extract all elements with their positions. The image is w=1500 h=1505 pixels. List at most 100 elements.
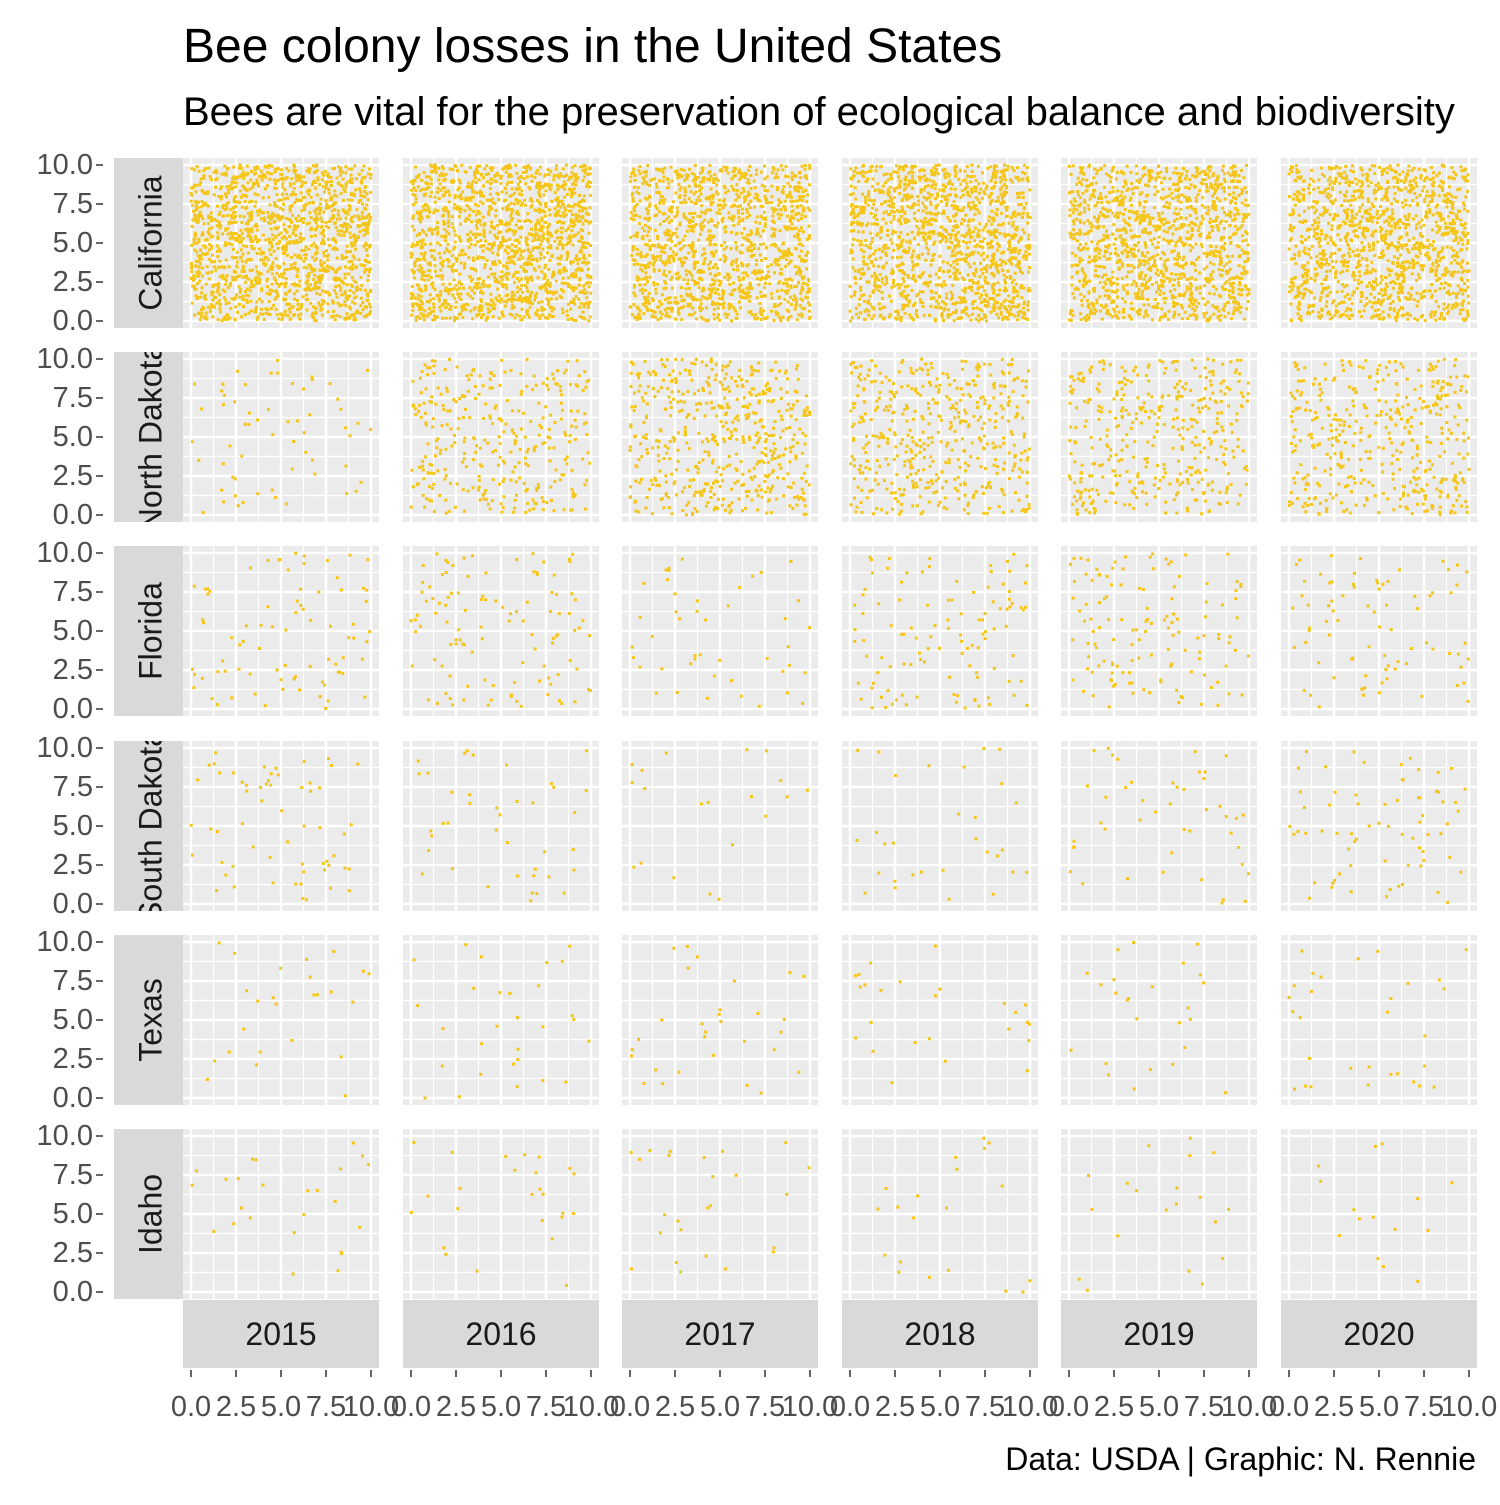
data-point — [343, 292, 346, 295]
data-point — [782, 242, 785, 245]
data-point — [797, 281, 800, 284]
data-point — [569, 224, 572, 227]
data-point — [363, 195, 366, 198]
data-point — [766, 265, 769, 268]
data-point — [260, 170, 263, 173]
data-point — [695, 191, 698, 194]
data-point — [757, 232, 760, 235]
data-point — [806, 193, 809, 196]
data-point — [561, 282, 564, 285]
data-point — [343, 231, 346, 234]
data-point — [410, 256, 413, 259]
data-point — [346, 245, 349, 248]
data-point — [315, 215, 318, 218]
data-point — [231, 297, 234, 300]
data-point — [557, 185, 560, 188]
data-point — [191, 225, 194, 228]
data-point — [641, 227, 644, 230]
data-point — [267, 211, 270, 214]
data-point — [644, 305, 647, 308]
data-point — [882, 185, 885, 188]
data-point — [489, 193, 492, 196]
data-point — [282, 252, 285, 255]
data-point — [411, 285, 414, 288]
data-point — [513, 255, 516, 258]
data-point — [280, 168, 283, 171]
data-point — [547, 225, 550, 228]
data-point — [262, 211, 265, 214]
data-point — [203, 222, 206, 225]
data-point — [735, 183, 738, 186]
data-point — [708, 164, 711, 167]
data-point — [572, 235, 575, 238]
data-point — [677, 307, 680, 310]
data-point — [312, 287, 315, 290]
data-point — [286, 242, 289, 245]
data-point — [339, 217, 342, 220]
data-point — [762, 242, 765, 245]
data-point — [920, 191, 923, 194]
data-point — [293, 292, 296, 295]
data-point — [239, 291, 242, 294]
data-point — [237, 275, 240, 278]
data-point — [207, 167, 210, 170]
data-point — [539, 257, 542, 260]
data-point — [713, 235, 716, 238]
data-point — [790, 303, 793, 306]
data-point — [454, 241, 457, 244]
data-point — [551, 254, 554, 257]
data-point — [246, 165, 249, 168]
data-point — [518, 219, 521, 222]
data-point — [194, 264, 197, 267]
data-point — [294, 234, 297, 237]
data-point — [925, 197, 928, 200]
data-point — [219, 227, 222, 230]
data-point — [645, 171, 648, 174]
data-point — [685, 273, 688, 276]
data-point — [482, 280, 485, 283]
data-point — [298, 255, 301, 258]
data-point — [433, 228, 436, 231]
data-point — [441, 278, 444, 281]
data-point — [642, 312, 645, 315]
data-point — [643, 229, 646, 232]
data-point — [461, 190, 464, 193]
data-point — [192, 210, 195, 213]
data-point — [421, 302, 424, 305]
data-point — [432, 286, 435, 289]
data-point — [785, 258, 788, 261]
data-point — [569, 236, 572, 239]
data-point — [270, 214, 273, 217]
data-point — [805, 200, 808, 203]
data-point — [484, 284, 487, 287]
data-point — [676, 235, 679, 238]
data-point — [546, 279, 549, 282]
data-point — [685, 269, 688, 272]
data-point — [471, 278, 474, 281]
data-point — [209, 306, 212, 309]
data-point — [756, 296, 759, 299]
data-point — [456, 188, 459, 191]
data-point — [413, 271, 416, 274]
data-point — [463, 266, 466, 269]
data-point — [713, 308, 716, 311]
data-point — [361, 195, 364, 198]
data-point — [319, 262, 322, 265]
data-point — [364, 228, 367, 231]
data-point — [558, 243, 561, 246]
data-point — [527, 257, 530, 260]
data-point — [228, 265, 231, 268]
data-point — [246, 181, 249, 184]
data-point — [268, 237, 271, 240]
data-point — [326, 255, 329, 258]
data-point — [788, 252, 791, 255]
data-point — [523, 199, 526, 202]
data-point — [536, 182, 539, 185]
data-point — [224, 193, 227, 196]
data-point — [668, 271, 671, 274]
data-point — [740, 232, 743, 235]
data-point — [572, 289, 575, 292]
data-point — [732, 175, 735, 178]
data-point — [232, 175, 235, 178]
data-point — [321, 299, 324, 302]
